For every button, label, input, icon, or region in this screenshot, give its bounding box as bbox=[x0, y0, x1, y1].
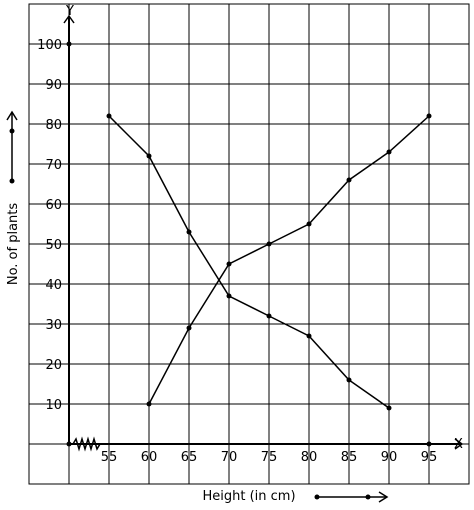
vertical-arrow-dot bbox=[9, 178, 15, 184]
x-tick-label: 90 bbox=[381, 450, 398, 465]
x-axis-label: Height (in cm) bbox=[202, 489, 295, 504]
data-point bbox=[146, 401, 152, 407]
x-tick-label: 85 bbox=[341, 450, 358, 465]
horizontal-arrow-dot bbox=[314, 494, 320, 500]
y-tick-label: 50 bbox=[45, 238, 62, 253]
data-point bbox=[346, 377, 352, 383]
y-axis-arrowhead bbox=[63, 14, 75, 24]
axes bbox=[63, 14, 464, 452]
data-point bbox=[306, 221, 312, 227]
data-point bbox=[346, 177, 352, 183]
data-point bbox=[306, 333, 312, 339]
y-tick-label: 100 bbox=[37, 38, 62, 53]
y-axis-label: No. of plants bbox=[6, 203, 21, 286]
x-tick-label: 95 bbox=[421, 450, 438, 465]
origin-dot bbox=[66, 441, 72, 447]
vertical-arrowhead bbox=[6, 110, 18, 121]
data-point bbox=[226, 261, 232, 267]
y-tick-label: 20 bbox=[45, 358, 62, 373]
axis-break bbox=[72, 436, 101, 452]
y-tick-label: 60 bbox=[45, 198, 62, 213]
tick-labels: 55 60 65 70 75 80 85 90 95 10 20 30 40 50 60 70 80 90 100 bbox=[37, 38, 437, 465]
y-tick-label: 70 bbox=[45, 158, 62, 173]
data-point bbox=[386, 405, 392, 411]
x-tick-label: 55 bbox=[101, 450, 118, 465]
y-tick-label: 90 bbox=[45, 78, 62, 93]
horizontal-arrowhead bbox=[378, 491, 389, 503]
y-tick-label: 40 bbox=[45, 278, 62, 293]
data-point bbox=[146, 153, 152, 159]
x-tick-label: 60 bbox=[141, 450, 158, 465]
vertical-arrow-dot bbox=[9, 128, 15, 134]
series-layer bbox=[106, 113, 432, 411]
horizontal-arrow-dot bbox=[365, 494, 371, 500]
data-point bbox=[266, 313, 272, 319]
y-tick-label: 30 bbox=[45, 318, 62, 333]
decorations bbox=[6, 110, 389, 503]
data-point bbox=[186, 229, 192, 235]
grid bbox=[28, 3, 470, 485]
x-axis-arrowhead bbox=[454, 438, 464, 450]
y-tick-label: 10 bbox=[45, 398, 62, 413]
x-tick-label: 80 bbox=[301, 450, 318, 465]
data-point bbox=[186, 325, 192, 331]
data-point bbox=[386, 149, 392, 155]
data-point bbox=[266, 241, 272, 247]
y-axis-name: Y bbox=[65, 4, 74, 19]
data-point bbox=[106, 113, 112, 119]
x-tick-label: 65 bbox=[181, 450, 198, 465]
x-axis-name: X bbox=[454, 437, 463, 452]
x-tick-label: 75 bbox=[261, 450, 278, 465]
series-line-2 bbox=[108, 115, 390, 409]
y-tick-label: 80 bbox=[45, 118, 62, 133]
x-tick-label: 70 bbox=[221, 450, 238, 465]
series-line-1 bbox=[148, 115, 430, 405]
data-point bbox=[226, 293, 232, 299]
data-point bbox=[426, 113, 432, 119]
